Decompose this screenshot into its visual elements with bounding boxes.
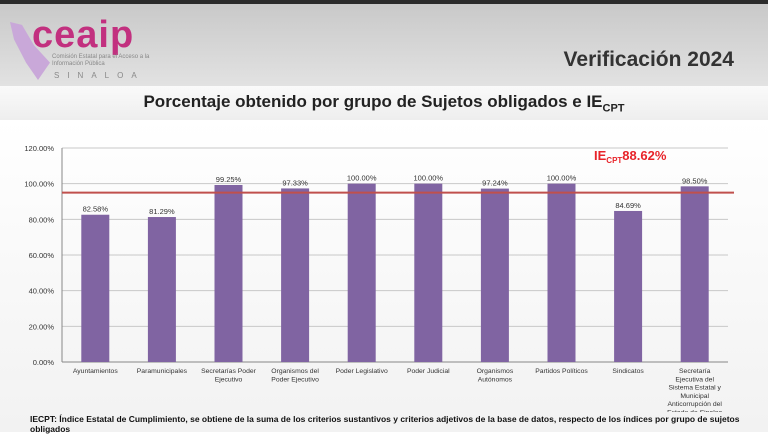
data-label: 97.33% — [282, 178, 308, 187]
data-label: 100.00% — [347, 174, 377, 183]
y-tick-label: 20.00% — [29, 322, 55, 331]
y-tick-label: 100.00% — [24, 180, 54, 189]
bar — [414, 183, 443, 362]
y-tick-label: 80.00% — [29, 215, 55, 224]
verification-title: Verificación 2024 — [563, 48, 734, 71]
category-label: Ayuntamientos — [73, 368, 118, 375]
title-sub: CPT — [602, 102, 625, 115]
top-bar — [0, 0, 768, 4]
y-tick-label: 0.00% — [33, 358, 55, 367]
data-label: 82.58% — [83, 205, 109, 214]
bar — [214, 185, 243, 362]
data-label: 97.24% — [482, 179, 508, 188]
data-label: 84.69% — [615, 201, 641, 210]
category-label: Secretaría Ejecutiva del Sistema Estatal y… — [667, 368, 722, 412]
bar — [347, 183, 376, 362]
footnote: IECPT: Índice Estatal de Cumplimiento, s… — [30, 414, 740, 434]
data-label: 99.25% — [216, 175, 242, 184]
bar — [480, 188, 509, 362]
category-label: Organismos Autónomos — [477, 368, 514, 383]
y-tick-label: 60.00% — [29, 251, 55, 260]
reference-label: IECPT88.62% — [594, 148, 667, 165]
bar — [547, 183, 576, 362]
bar-chart: 0.00% 20.00% 40.00% 60.00% 80.00% 100.00% 120.… — [24, 144, 734, 412]
logo-region: SINALOA — [54, 71, 145, 80]
bar — [614, 210, 643, 362]
category-label: Paramunicipales — [137, 368, 188, 375]
data-label: 100.00% — [547, 174, 577, 183]
bar — [281, 188, 310, 362]
data-label: 98.50% — [682, 176, 708, 185]
category-label: Organismos del Poder Ejecutivo — [271, 368, 319, 383]
data-label: 81.29% — [149, 207, 175, 216]
title-main: Porcentaje obtenido por grupo de Sujetos… — [143, 92, 603, 111]
category-label: Poder Legislativo — [336, 368, 388, 375]
chart-title: Porcentaje obtenido por grupo de Sujetos… — [0, 86, 768, 120]
bar — [81, 214, 110, 362]
category-label: Secretarías Poder Ejecutivo — [201, 368, 257, 383]
category-label: Poder Judicial — [407, 368, 450, 375]
category-label: Partidos Políticos — [535, 368, 588, 375]
category-label: Sindicatos — [612, 368, 644, 375]
ceaip-logo: ceaip Comisión Estatal para el Acceso a … — [10, 14, 180, 84]
bar — [147, 217, 176, 362]
data-label: 100.00% — [413, 174, 443, 183]
bar — [680, 186, 709, 362]
y-tick-label: 40.00% — [29, 287, 55, 296]
logo-subtitle: Comisión Estatal para el Acceso a la Inf… — [52, 54, 150, 67]
y-tick-label: 120.00% — [24, 144, 54, 153]
header: ceaip Comisión Estatal para el Acceso a … — [0, 4, 768, 86]
logo-word: ceaip — [32, 14, 135, 56]
